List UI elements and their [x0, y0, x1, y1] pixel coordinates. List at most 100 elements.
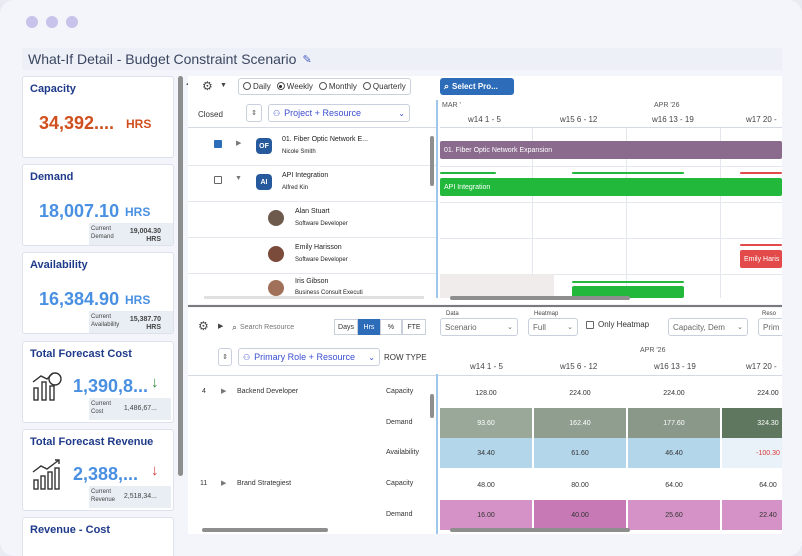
capacity-cell[interactable]: 224.00 — [757, 389, 779, 397]
kpi-unit: HRS — [126, 117, 152, 131]
kpi-current-value: 1,486,67... — [123, 405, 157, 412]
capacity-cell[interactable]: 48.00 — [477, 481, 495, 489]
resource-select-value: Prim — [763, 322, 780, 332]
grid-vscrollbar[interactable] — [430, 394, 434, 418]
tree-scrollbar[interactable] — [430, 136, 434, 186]
demand-cell[interactable]: 177.60 — [628, 408, 720, 438]
gantt-bar-project[interactable]: 01. Fiber Optic Network Expansion — [440, 141, 782, 159]
kpi-current: Current Availability 15,387.70 HRS — [89, 311, 173, 333]
rows-filter-value: Capacity, Dem — [673, 322, 725, 332]
expand-icon[interactable]: ▶ — [221, 388, 227, 395]
gantt-bar-emily[interactable]: Emily Haris — [740, 250, 782, 268]
period-option[interactable]: Quarterly — [362, 82, 406, 91]
gantt-row-resource[interactable]: Iris Gibson Business Consult Executi — [188, 274, 436, 304]
select-project-button[interactable]: ⌕ Select Pro... — [440, 78, 514, 95]
expand-icon[interactable]: ▶ — [236, 140, 242, 147]
timeline-scrollbar[interactable] — [450, 296, 630, 300]
search-input[interactable] — [240, 323, 321, 331]
chevron-right-icon[interactable]: ▶ — [218, 323, 224, 330]
group-label: Primary Role + Resource — [254, 352, 355, 362]
demand-cell[interactable]: 162.40 — [534, 408, 626, 438]
demand-cell[interactable]: 324.30 — [722, 408, 782, 438]
demand-cell[interactable]: 93.60 — [440, 408, 532, 438]
period-selector: Daily Weekly Monthly Quarterly — [238, 78, 411, 95]
window-dot[interactable] — [66, 16, 78, 28]
row-sub: Software Developer — [295, 221, 348, 227]
row-checkbox[interactable] — [214, 140, 222, 148]
availability-cell[interactable]: 61.60 — [534, 438, 626, 468]
unit-tab-fte[interactable]: FTE — [402, 319, 426, 335]
week-label: w14 1 - 5 — [468, 115, 501, 124]
load-indicator — [572, 281, 684, 283]
kpi-current-value: 2,518,34... — [123, 493, 157, 500]
gantt-bar-iris[interactable] — [572, 286, 684, 298]
role-number: 4 — [202, 388, 206, 395]
grid-right-scrollbar[interactable] — [450, 528, 630, 532]
gear-icon[interactable]: ⚙ — [202, 79, 213, 93]
window-dot[interactable] — [46, 16, 58, 28]
demand-cell[interactable]: 40.00 — [534, 500, 626, 530]
expand-icon[interactable]: ▶ — [221, 480, 227, 487]
capacity-cell[interactable]: 64.00 — [665, 481, 683, 489]
period-option[interactable]: Daily — [243, 82, 271, 91]
availability-cell[interactable]: 34.40 — [440, 438, 532, 468]
title-bar: What-If Detail - Budget Constraint Scena… — [22, 48, 782, 70]
gantt-row-project[interactable]: ▶ OF 01. Fiber Optic Network E... Nicole… — [188, 130, 436, 166]
gantt-row-resource[interactable]: Emily Harisson Software Developer — [188, 238, 436, 274]
panel-divider[interactable] — [188, 305, 782, 307]
kpi-value: 34,392.... — [39, 113, 115, 133]
trend-down-icon: ↓ — [151, 374, 159, 391]
capacity-cell[interactable]: 128.00 — [475, 389, 497, 397]
heatmap-select[interactable]: Full ⌄ — [528, 318, 578, 336]
unit-tab-percent[interactable]: % — [380, 319, 402, 335]
only-heatmap-checkbox[interactable] — [586, 321, 594, 329]
row-line — [440, 274, 782, 275]
availability-cell[interactable]: 46.40 — [628, 438, 720, 468]
gear-icon[interactable]: ⚙ — [198, 319, 209, 333]
kpi-title: Revenue - Cost — [30, 524, 111, 536]
nonworking-shade — [440, 274, 554, 298]
kpi-title: Total Forecast Cost — [30, 348, 132, 360]
resource-select[interactable]: Prim — [758, 318, 782, 336]
sort-toggle[interactable]: ⇕ — [218, 348, 232, 366]
group-select[interactable]: ⚇ Primary Role + Resource ⌄ — [238, 348, 380, 366]
window-controls — [26, 16, 78, 28]
avatar — [268, 210, 284, 226]
unit-tab-hrs[interactable]: Hrs — [358, 319, 380, 335]
data-select[interactable]: Scenario ⌄ — [440, 318, 518, 336]
unit-tab-days[interactable]: Days — [334, 319, 358, 335]
capacity-cell[interactable]: 224.00 — [569, 389, 591, 397]
window-dot[interactable] — [26, 16, 38, 28]
demand-cell[interactable]: 25.60 — [628, 500, 720, 530]
edit-icon[interactable]: ✎ — [302, 53, 312, 66]
row-name: API Integration — [282, 172, 329, 179]
collapse-icon[interactable]: ▼ — [235, 175, 242, 182]
kpi-scrollbar[interactable] — [178, 76, 183, 476]
grid-left-scrollbar[interactable] — [202, 528, 328, 532]
demand-cell[interactable]: 16.00 — [440, 500, 532, 530]
tree-hscrollbar[interactable] — [204, 296, 424, 299]
gantt-panel: ⚙ ▼ Daily Weekly Monthly Quarterly ⌕ Sel… — [188, 76, 782, 304]
capacity-cell[interactable]: 224.00 — [663, 389, 685, 397]
week-label: w17 20 - — [746, 362, 777, 371]
sort-toggle[interactable]: ⇕ — [246, 104, 262, 122]
gantt-row-project[interactable]: ▼ AI API Integration Alfred Kin — [188, 166, 436, 202]
load-indicator — [740, 172, 782, 174]
rows-filter-select[interactable]: Capacity, Dem ⌄ — [668, 318, 748, 336]
availability-cell[interactable]: -100.30 — [722, 438, 782, 468]
grouping-select[interactable]: ⚇ Project + Resource ⌄ — [268, 104, 410, 122]
chevron-down-icon[interactable]: ▼ — [220, 82, 227, 89]
demand-cell[interactable]: 22.40 — [722, 500, 782, 530]
period-option[interactable]: Monthly — [318, 82, 357, 91]
row-checkbox[interactable] — [214, 176, 222, 184]
capacity-cell[interactable]: 64.00 — [759, 481, 777, 489]
gantt-row-resource[interactable]: Alan Stuart Software Developer — [188, 202, 436, 238]
period-option[interactable]: Weekly — [276, 82, 313, 91]
chevron-down-icon: ⌄ — [737, 324, 743, 331]
kpi-current: Current Revenue 2,518,34... — [89, 486, 171, 508]
capacity-cell[interactable]: 80.00 — [571, 481, 589, 489]
select-project-label: Select Pro... — [452, 82, 498, 91]
row-name: Emily Harisson — [295, 244, 342, 251]
gantt-bar-api[interactable]: API Integration — [440, 178, 782, 196]
kpi-current-label: Current Cost — [91, 401, 112, 415]
